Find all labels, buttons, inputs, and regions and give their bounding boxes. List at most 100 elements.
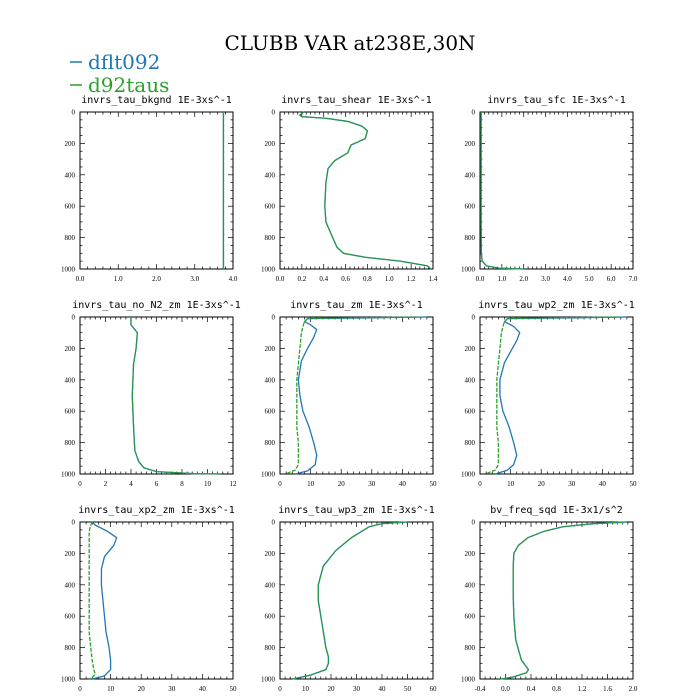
x-tick-label: 6.0 (607, 275, 616, 283)
plot-frame (479, 521, 634, 680)
y-tick-label: 0 (472, 109, 476, 117)
x-tick-label: 0 (278, 685, 282, 693)
y-tick-label: 800 (465, 234, 476, 242)
x-tick-label: 2.0 (519, 275, 528, 283)
series-line-dflt092 (495, 316, 627, 475)
y-tick-label: 200 (265, 345, 276, 353)
x-tick-label: 40 (199, 685, 207, 693)
y-tick-label: 1000 (261, 266, 276, 274)
y-tick-label: 600 (65, 408, 76, 416)
y-tick-label: 1000 (461, 266, 476, 274)
x-tick-label: 4 (129, 480, 133, 488)
y-tick-label: 0 (272, 109, 276, 117)
x-tick-label: 0.8 (552, 685, 561, 693)
plot-frame (79, 316, 234, 475)
x-tick-label: 0 (478, 480, 482, 488)
x-tick-label: 1.0 (114, 275, 123, 283)
x-tick-label: 0.6 (341, 275, 350, 283)
y-tick-label: 200 (465, 345, 476, 353)
x-tick-label: 0.2 (297, 275, 306, 283)
chart-panels: invrs_tau_bkgnd 1E-3xs^-1 0.0 1.0 2.0 3.0 4.0… (61, 95, 638, 693)
y-tick-label: 800 (465, 644, 476, 652)
x-tick-label: 5.0 (585, 275, 594, 283)
x-tick-label: 3.0 (541, 275, 550, 283)
panel-title: invrs_tau_wp2_zm 1E-3xs^-1 (478, 300, 635, 311)
y-tick-label: 1000 (61, 676, 76, 684)
legend-label-d92taus: d92taus (88, 73, 169, 97)
y-tick-label: 400 (465, 376, 476, 384)
y-tick-label: 200 (65, 140, 76, 148)
y-tick-label: 400 (65, 171, 76, 179)
panel-title: invrs_tau_zm 1E-3xs^-1 (290, 300, 422, 311)
y-tick-label: 0 (472, 519, 476, 527)
x-tick-label: 3.0 (190, 275, 199, 283)
x-tick-label: 0 (78, 480, 82, 488)
x-tick-label: 30 (168, 685, 176, 693)
series-line-d92taus (285, 316, 418, 475)
chart-panel-9: bv_freq_sqd 1E-3x1/s^2 -0.4 0.0 0.4 0.8 1.2 1.… (461, 505, 638, 693)
x-tick-label: 1.6 (603, 685, 612, 693)
y-tick-label: 0 (72, 109, 76, 117)
x-tick-label: 60 (430, 685, 438, 693)
y-tick-label: 600 (65, 613, 76, 621)
panel-title: invrs_tau_no_N2_zm 1E-3xs^-1 (72, 300, 241, 311)
y-tick-label: 200 (65, 345, 76, 353)
y-tick-label: 800 (265, 644, 276, 652)
legend: dflt092 d92taus (70, 50, 169, 97)
x-tick-label: 0.0 (476, 275, 485, 283)
x-tick-label: 20 (138, 685, 146, 693)
y-tick-label: 400 (265, 171, 276, 179)
y-tick-label: 600 (465, 408, 476, 416)
plot-frame (279, 521, 434, 680)
series-line-d92taus (485, 316, 618, 475)
x-tick-label: 1.4 (429, 275, 438, 283)
x-tick-label: 1.0 (497, 275, 506, 283)
x-tick-label: -0.4 (474, 685, 486, 693)
y-tick-label: 800 (265, 234, 276, 242)
plot-frame (479, 316, 634, 475)
figure-title: CLUBB VAR at238E,30N (224, 31, 475, 55)
x-tick-label: 2 (104, 480, 108, 488)
x-tick-label: 30 (568, 480, 576, 488)
x-tick-label: 20 (328, 685, 336, 693)
series-line-dflt092 (480, 112, 524, 270)
plot-frame (279, 111, 434, 270)
y-tick-label: 600 (265, 613, 276, 621)
y-tick-label: 400 (265, 581, 276, 589)
chart-panel-3: invrs_tau_sfc 1E-3xs^-1 0.0 1.0 2.0 3.0 4.0 5.… (461, 95, 638, 283)
x-tick-label: 1.0 (385, 275, 394, 283)
y-tick-label: 400 (465, 171, 476, 179)
x-tick-label: 0.0 (276, 275, 285, 283)
y-tick-label: 1000 (261, 676, 276, 684)
x-tick-label: 40 (599, 480, 607, 488)
series-line-d92taus (480, 112, 524, 270)
y-tick-label: 1000 (461, 676, 476, 684)
x-tick-label: 4.0 (229, 275, 238, 283)
x-tick-label: 50 (230, 685, 238, 693)
chart-panel-6: invrs_tau_wp2_zm 1E-3xs^-10 10 20 30 40 50020… (461, 300, 637, 488)
y-tick-label: 600 (65, 203, 76, 211)
x-tick-label: 2.0 (152, 275, 161, 283)
chart-panel-7: invrs_tau_xp2_zm 1E-3xs^-10 10 20 30 40 50020… (61, 505, 237, 693)
x-tick-label: 20 (538, 480, 546, 488)
y-tick-label: 800 (65, 234, 76, 242)
y-tick-label: 1000 (61, 266, 76, 274)
x-tick-label: 10 (302, 685, 310, 693)
x-tick-label: 10 (307, 480, 315, 488)
legend-label-dflt092: dflt092 (88, 50, 160, 74)
x-tick-label: 7.0 (629, 275, 638, 283)
y-tick-label: 800 (65, 439, 76, 447)
series-line-dflt092 (292, 521, 408, 680)
series-line-d92taus (299, 111, 432, 270)
panel-title: bv_freq_sqd 1E-3x1/s^2 (490, 505, 622, 516)
y-tick-label: 400 (65, 376, 76, 384)
x-tick-label: 50 (430, 480, 438, 488)
y-tick-label: 600 (265, 203, 276, 211)
chart-panel-1: invrs_tau_bkgnd 1E-3xs^-1 0.0 1.0 2.0 3.0 4.0… (61, 95, 238, 283)
plot-frame (279, 316, 434, 475)
chart-panel-5: invrs_tau_zm 1E-3xs^-1 0 10 20 30 40 50 0 200 400… (261, 300, 437, 488)
x-tick-label: 0 (278, 480, 282, 488)
y-tick-label: 400 (65, 581, 76, 589)
x-tick-label: 40 (399, 480, 407, 488)
